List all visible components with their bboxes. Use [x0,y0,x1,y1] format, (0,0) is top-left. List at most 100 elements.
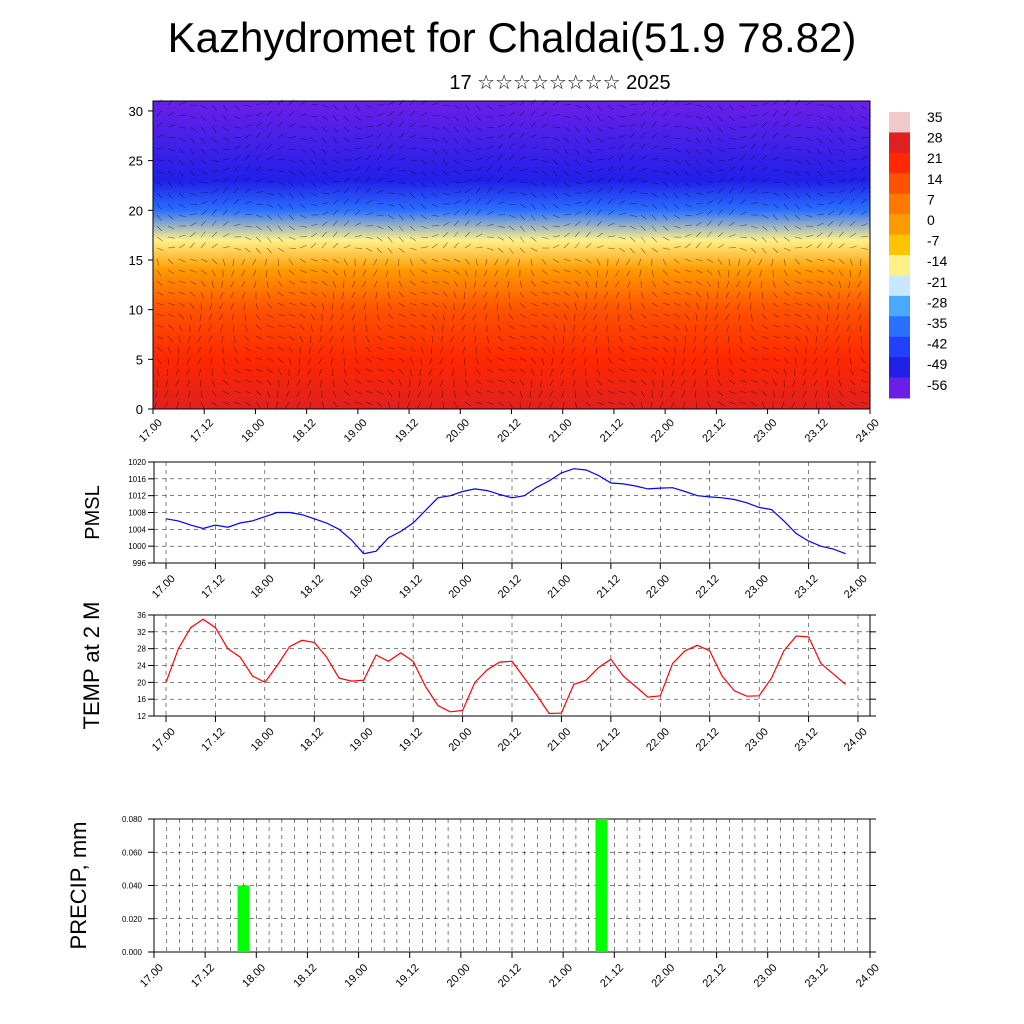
precip-bar [595,819,608,952]
x-tick-label: 19.12 [393,417,421,445]
colorbar-swatch [889,336,910,358]
y-tick-label: 1000 [128,542,146,551]
x-tick-label: 20.12 [496,726,524,754]
colorbar-swatch [889,295,910,317]
colorbar-swatch [889,357,910,379]
x-tick-label: 18.12 [291,962,319,990]
x-tick-label: 19.00 [342,417,370,445]
colorbar-label: -49 [927,356,947,372]
colorbar-swatch [889,112,910,133]
colorbar-label: 0 [927,212,935,228]
wind-barbs [153,99,869,410]
x-tick-label: 19.00 [348,726,376,754]
y-axis-label: PMSL [82,485,104,539]
y-tick-label: 20 [137,678,146,687]
x-tick-label: 17.00 [138,962,166,990]
colorbar-swatch [889,214,910,236]
x-tick-label: 19.00 [348,573,376,601]
colorbar-label: -28 [927,294,947,310]
x-tick-label: 20.12 [496,573,524,601]
x-tick-label: 17.12 [189,962,217,990]
y-tick-label: 1020 [128,458,146,467]
x-tick-label: 18.12 [291,417,319,445]
y-tick-label: 32 [137,628,146,637]
colorbar-swatch [889,193,910,215]
y-tick-label: 12 [137,712,146,721]
x-tick-label: 23.12 [792,573,820,601]
y-tick-label: 28 [137,645,146,654]
colorbar-label: 7 [927,191,935,207]
x-tick-label: 20.00 [445,962,473,990]
x-tick-label: 17.12 [188,417,216,445]
colorbar-swatch [889,255,910,276]
x-tick-label: 23.12 [792,726,820,754]
colorbar-label: 28 [927,130,943,146]
y-tick-label: 0.040 [122,882,143,891]
colorbar-swatch [889,316,910,338]
y-tick-label: 0.080 [122,815,143,824]
y-tick-label: 24 [137,662,146,671]
x-tick-label: 22.12 [700,417,728,445]
colorbar-label: -42 [927,336,947,352]
y-tick-label: 30 [129,104,143,119]
y-tick-label: 0.060 [122,848,143,857]
x-tick-label: 22.12 [694,726,722,754]
x-tick-label: 19.00 [342,962,370,990]
y-tick-label: 1008 [128,509,146,518]
y-tick-label: 10 [129,303,143,318]
x-tick-label: 21.00 [547,417,575,445]
x-tick-label: 17.00 [150,573,178,601]
heatmap-field [153,101,870,409]
x-tick-label: 23.00 [752,962,780,990]
y-tick-label: 1012 [128,492,146,501]
y-axis-label: TEMP at 2 M [79,602,104,730]
x-tick-label: 22.12 [694,573,722,601]
x-tick-label: 18.12 [298,726,326,754]
x-tick-label: 21.00 [545,573,573,601]
x-tick-label: 24.00 [854,417,882,445]
x-tick-label: 24.00 [842,726,870,754]
colorbar-swatch [889,377,910,399]
x-tick-label: 22.00 [644,726,672,754]
colorbar-label: 35 [927,109,943,125]
y-tick-label: 20 [129,203,143,218]
colorbar-label: -56 [927,377,947,393]
x-tick-label: 17.00 [150,726,178,754]
x-tick-label: 22.00 [644,573,672,601]
x-tick-label: 21.12 [595,573,623,601]
y-tick-label: 16 [137,695,146,704]
colorbar-swatch [889,275,910,297]
x-tick-label: 24.00 [854,962,882,990]
colorbar-label: -7 [927,233,940,249]
colorbar-swatch [889,173,910,195]
x-tick-label: 22.00 [649,962,677,990]
x-tick-label: 21.12 [595,726,623,754]
colorbar-swatch [889,132,910,154]
y-tick-label: 25 [129,154,143,169]
y-tick-label: 996 [133,559,147,568]
precip-bar [237,885,250,952]
colorbar-label: 21 [927,150,943,166]
x-tick-label: 24.00 [842,573,870,601]
x-tick-label: 17.12 [199,726,227,754]
x-tick-label: 21.00 [545,726,573,754]
y-tick-label: 1004 [128,525,146,534]
y-tick-label: 0.000 [122,948,143,957]
x-tick-label: 22.12 [700,962,728,990]
chart-subtitle: 17 ☆☆☆☆☆☆☆☆ 2025 [449,72,671,94]
x-tick-label: 19.12 [394,962,422,990]
chart-title: Kazhydromet for Chaldai(51.9 78.82) [167,14,857,61]
colorbar-swatch [889,234,910,256]
x-tick-label: 20.12 [496,962,524,990]
x-tick-label: 17.12 [199,573,227,601]
x-tick-label: 21.12 [598,962,626,990]
x-tick-label: 23.12 [803,962,831,990]
x-tick-label: 23.00 [751,417,779,445]
y-axis-label: PRECIP, mm [66,822,91,950]
colorbar-label: -21 [927,274,947,290]
colorbar-label: -35 [927,315,947,331]
x-tick-label: 18.00 [249,726,277,754]
y-tick-label: 36 [137,611,146,620]
x-tick-label: 20.12 [495,417,523,445]
